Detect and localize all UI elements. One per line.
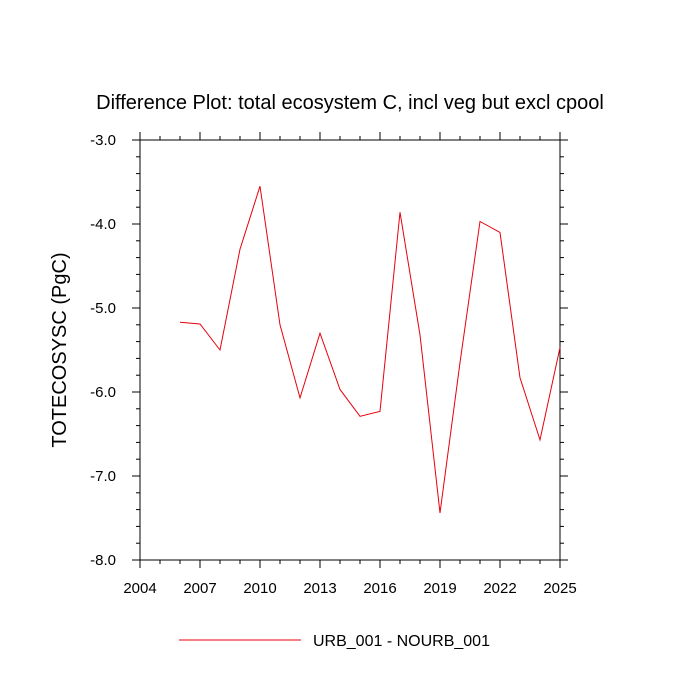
x-tick-label: 2007 — [183, 580, 216, 597]
series-group — [179, 186, 561, 514]
x-tick-label: 2025 — [543, 580, 576, 597]
x-axis-ticks: 2004 2007 2010 2013 2016 2019 2022 2025 — [123, 132, 577, 597]
x-tick-label: 2022 — [483, 580, 516, 597]
x-tick-label: 2010 — [243, 580, 276, 597]
x-tick-label: 2013 — [303, 580, 336, 597]
y-tick-label: -7.0 — [90, 468, 116, 485]
y-tick-label: -4.0 — [90, 216, 116, 233]
legend: URB_001 - NOURB_001 — [179, 633, 490, 650]
y-tick-label: -5.0 — [90, 300, 116, 317]
series-line — [179, 186, 561, 514]
x-tick-label: 2016 — [363, 580, 396, 597]
x-tick-label: 2004 — [123, 580, 156, 597]
y-tick-label: -8.0 — [90, 552, 116, 569]
x-tick-label: 2019 — [423, 580, 456, 597]
y-tick-label: -3.0 — [90, 132, 116, 149]
legend-label: URB_001 - NOURB_001 — [313, 633, 490, 650]
y-axis-label: TOTECOSYSC (PgC) — [49, 252, 71, 447]
plot-frame — [139, 139, 561, 561]
chart-title: Difference Plot: total ecosystem C, incl… — [96, 92, 604, 114]
y-axis-ticks: -8.0 -7.0 -6.0 -5.0 -4.0 -3.0 — [90, 132, 568, 569]
y-tick-label: -6.0 — [90, 384, 116, 401]
